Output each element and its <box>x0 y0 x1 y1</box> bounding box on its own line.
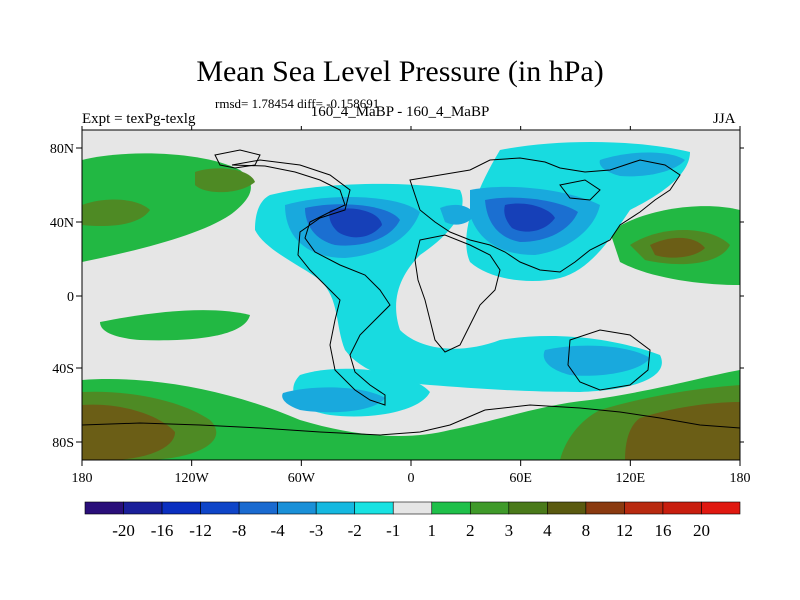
colorbar-label: -8 <box>232 521 246 540</box>
anomaly-region-s-pacific-band <box>100 310 250 341</box>
colorbar-swatch <box>585 501 625 515</box>
colorbar: -20 -16 -12 -8 -4 -3 -2 -1 1 2 3 4 8 12 16 20 <box>84 501 741 540</box>
x-tick-label: 180 <box>730 471 751 486</box>
anomaly-region-siberia-low <box>599 152 685 177</box>
x-tick-label: 60E <box>509 471 532 486</box>
coastline-antarctica-east <box>484 404 740 429</box>
colorbar-swatch <box>392 501 433 515</box>
x-tick-label: 120E <box>616 471 646 486</box>
map-axes: 180 120W 60W 0 60E 120E 180 80N 40N 0 40S 80S <box>50 126 751 486</box>
colorbar-label: -3 <box>309 521 323 540</box>
colorbar-label: -2 <box>348 521 362 540</box>
x-tick-label: 0 <box>408 471 415 486</box>
colorbar-swatch <box>624 501 664 515</box>
colorbar-label: 1 <box>428 521 437 540</box>
colorbar-label: -4 <box>271 521 286 540</box>
colorbar-label: 8 <box>582 521 591 540</box>
map-field <box>82 130 740 460</box>
colorbar-swatch <box>354 501 394 515</box>
anomaly-region-s-indian-core <box>625 402 740 460</box>
stats-text: rmsd= 1.78454 diff= -0.158691 <box>215 96 380 111</box>
colorbar-label: -1 <box>386 521 400 540</box>
coastline-antarctica-west <box>82 409 486 436</box>
colorbar-label: 20 <box>693 521 710 540</box>
season-label: JJA <box>713 111 736 127</box>
coastline-americas <box>231 159 391 406</box>
colorbar-label: 3 <box>505 521 514 540</box>
colorbar-swatch <box>508 501 548 515</box>
colorbar-swatch <box>315 501 356 515</box>
colorbar-label: 4 <box>543 521 552 540</box>
y-tick-label: 80S <box>52 436 74 451</box>
colorbar-swatch <box>662 501 702 515</box>
colorbar-swatch <box>84 501 124 515</box>
anomaly-region-nw-pacific-core <box>650 237 705 258</box>
coastline-central-asia-basin <box>559 179 601 201</box>
colorbar-swatch <box>547 501 587 515</box>
anomaly-region-n-america-high <box>195 168 255 193</box>
y-tick-label: 40N <box>50 216 74 231</box>
x-tick-label: 120W <box>175 471 210 486</box>
colorbar-swatch <box>123 501 163 515</box>
colorbar-label: -20 <box>112 521 135 540</box>
chart-title: Mean Sea Level Pressure (in hPa) <box>196 55 604 88</box>
x-tick-label: 180 <box>72 471 93 486</box>
center-label: 160_4_MaBP - 160_4_MaBP <box>310 104 490 120</box>
colorbar-label: 12 <box>616 521 633 540</box>
colorbar-swatch <box>238 501 278 515</box>
anomaly-region-sw-pacific-core <box>82 404 175 460</box>
coastline-eurasia <box>409 157 681 273</box>
anomaly-region-n-atlantic-core <box>329 208 382 238</box>
anomaly-region-south-atlantic-core <box>282 387 385 413</box>
y-tick-label: 80N <box>50 142 74 157</box>
anomaly-region-eurasia-core <box>504 203 555 232</box>
colorbar-swatch <box>701 501 741 515</box>
colorbar-swatch <box>431 501 471 515</box>
colorbar-label: 16 <box>654 521 671 540</box>
coastline-africa <box>414 234 501 353</box>
y-tick-label: 40S <box>52 362 74 377</box>
anomaly-region-mediterranean-low <box>440 204 475 225</box>
colorbar-label: 2 <box>466 521 475 540</box>
colorbar-label: -16 <box>151 521 174 540</box>
coastline-greenland <box>214 149 261 169</box>
x-tick-label: 60W <box>288 471 316 486</box>
anomaly-region-pacific-high-core <box>82 199 150 227</box>
colorbar-swatch <box>161 501 201 515</box>
colorbar-label: -12 <box>189 521 212 540</box>
coastline-australia <box>567 329 651 391</box>
colorbar-swatch <box>277 501 317 515</box>
y-tick-label: 0 <box>67 290 74 305</box>
colorbar-swatch <box>200 501 240 515</box>
colorbar-swatch <box>469 501 510 515</box>
experiment-label: Expt = texPg-texlg <box>82 111 196 127</box>
